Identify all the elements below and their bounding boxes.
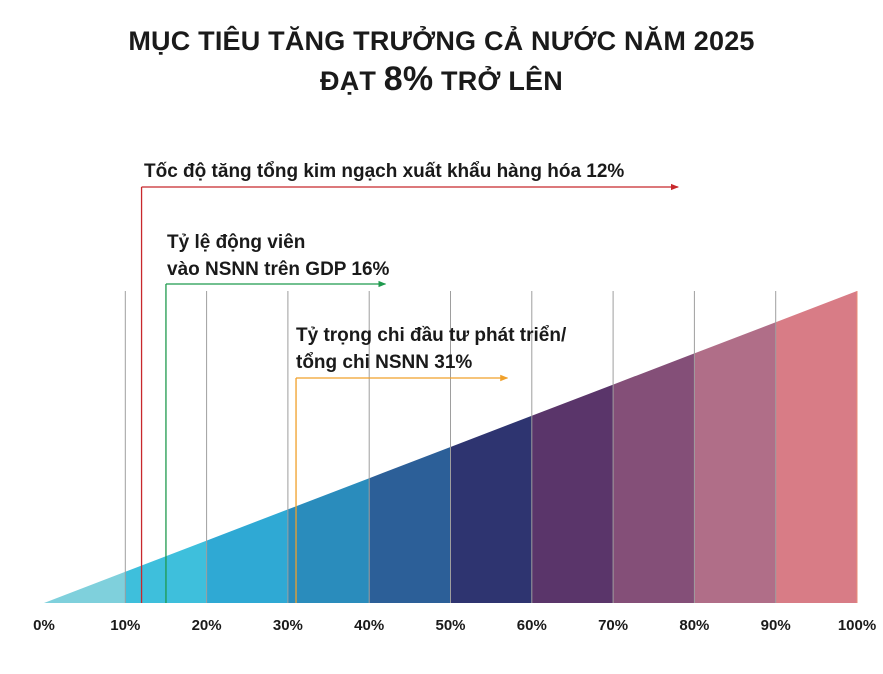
area-band-4 — [369, 447, 451, 603]
annotation-label-1: vào NSNN trên GDP 16% — [167, 259, 390, 280]
area-band-3 — [287, 478, 370, 603]
x-tick-label: 10% — [110, 617, 140, 634]
area-band-8 — [694, 322, 776, 603]
area-band-9 — [775, 291, 857, 603]
area-band-2 — [206, 509, 288, 603]
x-tick-label: 20% — [192, 617, 222, 634]
area-edge — [856, 291, 858, 603]
x-tick-label: 80% — [679, 617, 709, 634]
title-line-1: MỤC TIÊU TĂNG TRƯỞNG CẢ NƯỚC NĂM 2025 — [128, 26, 755, 56]
chart-title: MỤC TIÊU TĂNG TRƯỞNG CẢ NƯỚC NĂM 2025 ĐẠ… — [0, 22, 883, 100]
x-tick-label: 40% — [354, 617, 384, 634]
title-line-2-prefix: ĐẠT — [320, 66, 384, 96]
annotation-label-0: Tốc độ tăng tổng kim ngạch xuất khẩu hàn… — [144, 161, 624, 182]
x-tick-label: 0% — [33, 617, 55, 634]
x-tick-label: 60% — [517, 617, 547, 634]
x-tick-label: 90% — [761, 617, 791, 634]
area-band-5 — [450, 415, 532, 603]
x-tick-label: 30% — [273, 617, 303, 634]
title-line-2-suffix: TRỞ LÊN — [433, 66, 563, 96]
x-tick-label: 70% — [598, 617, 628, 634]
area-band-7 — [613, 353, 695, 603]
annotation-label-2: tổng chi NSNN 31% — [296, 352, 472, 373]
annotation-label-1: Tỷ lệ động viên — [167, 232, 305, 253]
area-band-0 — [44, 571, 126, 603]
title-line-2: ĐẠT 8% TRỞ LÊN — [0, 60, 883, 100]
x-tick-label: 100% — [838, 617, 876, 634]
title-line-2-value: 8% — [383, 60, 434, 98]
annotation-label-2: Tỷ trọng chi đầu tư phát triển/ — [296, 325, 567, 346]
area-band-6 — [531, 384, 614, 603]
x-tick-label: 50% — [435, 617, 465, 634]
